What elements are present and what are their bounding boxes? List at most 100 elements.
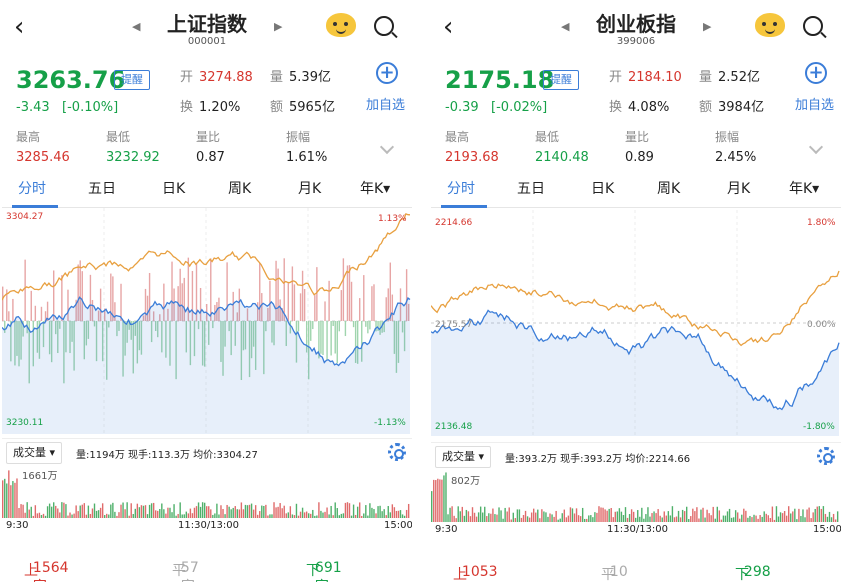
volume-bar-item [816, 506, 818, 522]
volume-bar-item [610, 508, 612, 522]
volume-bar-item [528, 517, 531, 522]
volume-bar-item [163, 509, 165, 518]
breadth-bar [112, 276, 114, 321]
tab-five-day[interactable]: 五日 [517, 181, 545, 197]
breadth-bar [134, 321, 136, 336]
volume-bar-item [737, 512, 739, 522]
breadth-bar [228, 321, 230, 332]
header: ‹ ◀ 上证指数 000001 ▶ [2, 0, 412, 56]
breadth-bar [407, 303, 410, 321]
volume-bar-item [99, 507, 102, 518]
breadth-bar [203, 321, 206, 367]
breadth-bar [267, 307, 269, 321]
breadth-bar [126, 321, 128, 343]
volume-bar-item [328, 514, 330, 518]
volume-bar-item [397, 510, 400, 518]
volume-bar-item [93, 503, 96, 518]
search-icon[interactable] [374, 16, 394, 36]
volume-bar-item [455, 518, 457, 522]
breadth-bar [375, 321, 377, 332]
volume-bar-item [155, 510, 157, 518]
volume-bar-item [271, 514, 273, 518]
volume-bar-item [87, 505, 90, 518]
tab-intraday[interactable]: 分时 [447, 181, 475, 197]
volume-bar-item [608, 508, 610, 522]
volume-select[interactable]: 成交量 ▾ [435, 446, 492, 468]
volume-bar-item [545, 512, 547, 522]
gear-icon[interactable] [388, 443, 406, 461]
add-watchlist-button[interactable]: 加自选 [366, 98, 406, 113]
add-watchlist-button[interactable]: 加自选 [795, 98, 835, 113]
volume-bar-item [248, 504, 251, 518]
volume-bar-item [655, 513, 657, 522]
breadth-bar [91, 299, 94, 321]
mascot-icon[interactable] [326, 13, 356, 37]
volume-bar-item [669, 515, 672, 522]
volume-select[interactable]: 成交量 ▾ [6, 442, 63, 464]
breadth-bar [261, 293, 263, 321]
volume-bar-item [334, 502, 336, 518]
breadth-bar [361, 321, 363, 362]
volume-bar-item [277, 506, 279, 518]
volume-bar-item [391, 504, 394, 518]
price-area [431, 310, 839, 436]
volume-bar-item [157, 510, 159, 518]
breadth-bar [79, 260, 81, 321]
tab-yearly-k[interactable]: 年K▾ [789, 181, 820, 197]
volume-bar-item [688, 519, 690, 522]
volume-bar-item [252, 509, 255, 518]
current-price: 2175.18 [445, 66, 555, 94]
search-icon[interactable] [803, 16, 823, 36]
breadth-bar [159, 314, 161, 321]
volume-bar-item [547, 516, 549, 522]
add-watchlist-icon[interactable]: + [805, 62, 827, 84]
volume-bar-item [431, 491, 433, 522]
prev-arrow-icon[interactable]: ◀ [561, 20, 570, 33]
page-title: 创业板指 [596, 12, 676, 36]
intraday-chart[interactable] [431, 210, 841, 436]
tab-weekly-k[interactable]: 周K [228, 181, 252, 197]
breadth-bar [67, 289, 69, 321]
next-arrow-icon[interactable]: ▶ [274, 20, 283, 33]
breadth-bar [197, 321, 200, 330]
tab-daily-k[interactable]: 日K [162, 181, 186, 197]
volume-bar-item [273, 502, 275, 518]
gear-icon[interactable] [817, 447, 835, 465]
volume-bar-item [743, 508, 745, 522]
tab-five-day[interactable]: 五日 [88, 181, 116, 197]
add-watchlist-icon[interactable]: + [376, 62, 398, 84]
remind-button[interactable]: 提醒 [543, 70, 579, 90]
breadth-bar [273, 321, 275, 346]
tab-yearly-k[interactable]: 年K▾ [360, 181, 391, 197]
chevron-down-icon[interactable] [808, 139, 824, 155]
next-arrow-icon[interactable]: ▶ [703, 20, 712, 33]
volume-bar-item [193, 507, 196, 518]
volume-info: 量:1194万 现手:113.3万 均价:3304.27 [76, 450, 258, 461]
volume-bar-item [238, 509, 241, 518]
mascot-icon[interactable] [755, 13, 785, 37]
back-icon[interactable]: ‹ [443, 12, 454, 42]
breadth-bar [95, 321, 98, 362]
remind-button[interactable]: 提醒 [114, 70, 150, 90]
volume-bar-item [496, 514, 498, 522]
prev-arrow-icon[interactable]: ◀ [132, 20, 141, 33]
chevron-down-icon[interactable] [379, 139, 395, 155]
tab-monthly-k[interactable]: 月K [298, 181, 322, 197]
breadth-bar [55, 321, 57, 335]
volume-bar-item [336, 508, 338, 518]
volume-bar-item [226, 504, 228, 518]
volume-bar-item [467, 511, 470, 522]
volume-bar-item [543, 511, 545, 522]
tab-weekly-k[interactable]: 周K [657, 181, 681, 197]
volume-bar-item [346, 502, 349, 518]
tab-intraday[interactable]: 分时 [18, 181, 46, 197]
volume: 量 2.52亿 [699, 70, 760, 85]
tab-daily-k[interactable]: 日K [591, 181, 615, 197]
breadth-bar [124, 321, 126, 356]
tab-monthly-k[interactable]: 月K [727, 181, 751, 197]
volume-bar-item [371, 507, 373, 518]
back-icon[interactable]: ‹ [14, 12, 25, 42]
breadth-bar [250, 321, 253, 359]
volume-bar-item [293, 515, 296, 518]
intraday-chart[interactable] [2, 208, 412, 434]
